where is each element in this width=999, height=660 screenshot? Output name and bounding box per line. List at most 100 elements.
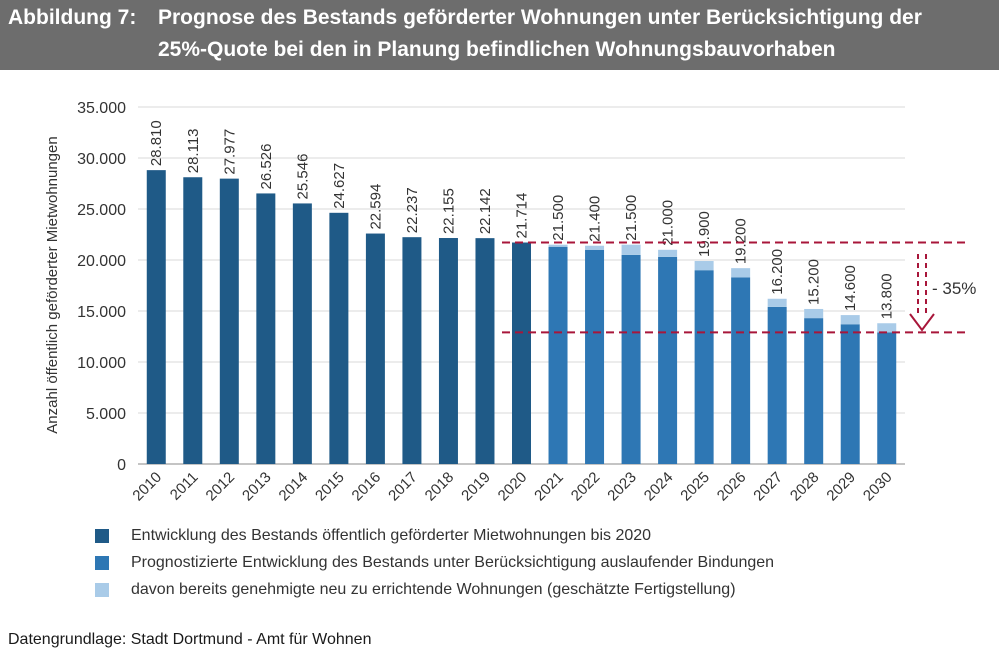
- x-tick-label: 2030: [860, 469, 896, 505]
- x-tick-label: 2013: [239, 469, 275, 505]
- x-tick-label: 2012: [203, 469, 239, 505]
- data-label: 22.237: [404, 187, 421, 233]
- bar-forecast: [804, 318, 824, 464]
- y-axis-ticks: 0 5.000 10.000 15.000 20.000 25.000 30.000 35.0…: [77, 100, 126, 474]
- bar-forecast: [621, 254, 641, 464]
- x-tick-label: 2023: [604, 469, 640, 505]
- data-label: 28.113: [185, 128, 202, 173]
- x-tick-label: 2026: [714, 469, 750, 505]
- y-tick-label: 30.000: [77, 151, 126, 168]
- bar-historic: [438, 238, 458, 464]
- bar-forecast: [694, 270, 714, 464]
- bar-forecast: [767, 306, 787, 464]
- bar-approved: [877, 323, 897, 333]
- data-label: 22.155: [440, 188, 457, 234]
- y-tick-label: 5.000: [86, 406, 126, 423]
- x-tick-label: 2019: [458, 469, 494, 505]
- x-tick-label: 2015: [312, 469, 348, 505]
- data-label: 27.977: [221, 129, 238, 175]
- x-tick-label: 2028: [787, 469, 823, 505]
- bar-historic: [146, 170, 166, 464]
- y-axis-label: Anzahl öffentlich geförderter Mietwohnun…: [44, 136, 61, 433]
- bar-forecast: [658, 256, 678, 464]
- legend-swatch-approved: [95, 582, 109, 597]
- data-label: 15.200: [806, 259, 823, 305]
- bar-historic: [219, 178, 239, 465]
- bar-historic: [402, 237, 422, 464]
- y-tick-label: 10.000: [77, 355, 126, 372]
- data-label: 21.500: [550, 195, 567, 241]
- data-label: 22.594: [367, 184, 384, 230]
- data-label: 19.900: [696, 211, 713, 257]
- figure-header: Abbildung 7: Prognose des Bestands geför…: [0, 0, 999, 70]
- bar-approved: [585, 245, 605, 250]
- data-label: 13.800: [879, 273, 896, 319]
- x-tick-label: 2018: [422, 469, 458, 505]
- bars: [146, 170, 897, 465]
- x-tick-label: 2016: [349, 469, 385, 505]
- data-label: 21.400: [587, 196, 604, 242]
- x-tick-label: 2024: [641, 469, 677, 505]
- bar-approved: [658, 249, 678, 257]
- x-tick-label: 2025: [677, 469, 713, 505]
- y-tick-label: 0: [117, 457, 126, 474]
- bar-historic: [365, 233, 385, 464]
- legend-item-historic: Entwicklung des Bestands öffentlich gefö…: [95, 522, 774, 549]
- data-label: 19.200: [733, 218, 750, 264]
- legend-label-historic: Entwicklung des Bestands öffentlich gefö…: [131, 526, 652, 544]
- data-label: 22.142: [477, 188, 494, 234]
- bar-approved: [731, 268, 751, 278]
- bar-forecast: [840, 324, 860, 464]
- bar-forecast: [548, 246, 568, 464]
- chart-legend: Entwicklung des Bestands öffentlich gefö…: [95, 522, 774, 603]
- bar-chart: 0 5.000 10.000 15.000 20.000 25.000 30.000 35.0…: [44, 100, 976, 505]
- legend-label-forecast: Prognostizierte Entwicklung des Bestands…: [131, 553, 775, 571]
- x-tick-label: 2020: [495, 469, 531, 505]
- x-tick-label: 2011: [167, 469, 202, 504]
- bar-approved: [840, 315, 860, 325]
- bar-historic: [256, 193, 276, 464]
- figure-title-line-1: Prognose des Bestands geförderter Wohnun…: [158, 6, 922, 29]
- y-tick-label: 20.000: [77, 253, 126, 270]
- decline-arrow: [909, 254, 935, 332]
- data-label: 21.000: [660, 200, 677, 246]
- bar-approved: [804, 308, 824, 319]
- x-tick-label: 2021: [531, 469, 567, 505]
- data-label: 21.500: [623, 195, 640, 241]
- x-axis-ticks: 2010 2011 2012 2013 2014 2015 2016 2017 2018 2019…: [129, 469, 895, 505]
- bar-historic: [292, 203, 312, 465]
- legend-swatch-historic: [95, 528, 109, 543]
- bar-forecast: [731, 277, 751, 464]
- y-tick-label: 25.000: [77, 202, 126, 219]
- data-labels: 28.810 28.113 27.977 26.526 25.546 24.627 22.5…: [148, 120, 895, 319]
- bar-historic: [183, 177, 203, 464]
- decline-annotation: - 35%: [932, 279, 976, 298]
- data-label: 14.600: [842, 265, 859, 311]
- y-tick-label: 15.000: [77, 304, 126, 321]
- legend-item-forecast: Prognostizierte Entwicklung des Bestands…: [95, 549, 774, 576]
- data-label: 24.627: [331, 163, 348, 209]
- x-tick-label: 2029: [823, 469, 859, 505]
- bar-historic: [329, 212, 349, 464]
- x-tick-label: 2010: [129, 469, 165, 505]
- bar-historic: [475, 238, 495, 464]
- legend-item-approved: davon bereits genehmigte neu zu errichte…: [95, 576, 774, 603]
- figure-label: Abbildung 7:: [8, 6, 137, 29]
- legend-label-approved: davon bereits genehmigte neu zu errichte…: [131, 580, 736, 598]
- bar-historic: [512, 242, 531, 464]
- x-tick-label: 2022: [568, 469, 604, 505]
- figure-title-line-2: 25%-Quote bei den in Planung befindliche…: [158, 38, 836, 61]
- data-label: 21.714: [514, 193, 531, 239]
- bar-approved: [548, 244, 568, 247]
- x-tick-label: 2027: [750, 469, 786, 505]
- data-label: 28.810: [148, 120, 165, 166]
- bar-approved: [621, 244, 641, 255]
- x-tick-label: 2014: [276, 469, 312, 505]
- data-label: 16.200: [769, 249, 786, 295]
- x-tick-label: 2017: [385, 469, 421, 505]
- data-label: 25.546: [294, 154, 311, 200]
- data-label: 26.526: [258, 144, 275, 190]
- y-tick-label: 35.000: [77, 100, 126, 117]
- bar-approved: [694, 261, 714, 271]
- legend-swatch-forecast: [95, 555, 109, 570]
